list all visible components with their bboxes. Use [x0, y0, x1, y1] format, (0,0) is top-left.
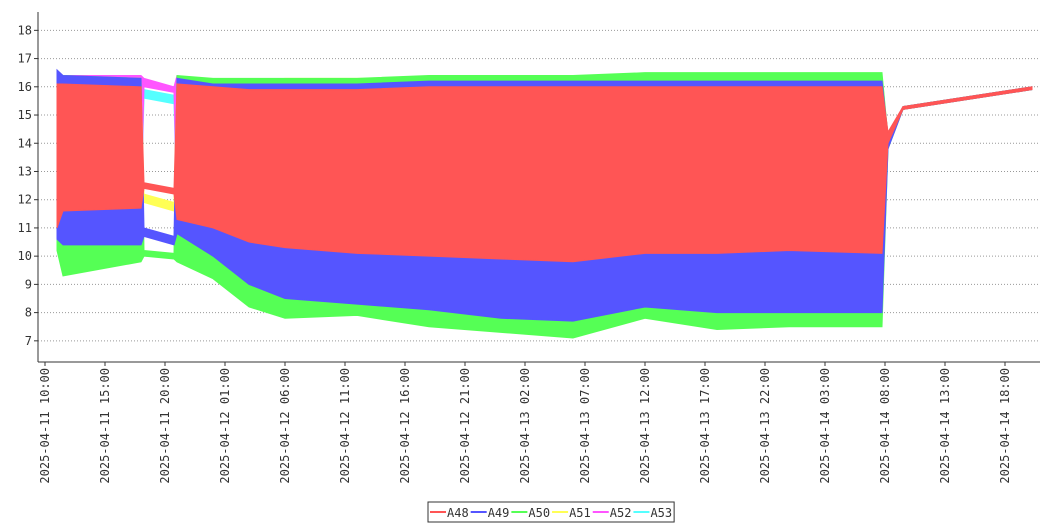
x-tick-label: 2025-04-12 21:00 — [458, 368, 472, 484]
x-tick-label: 2025-04-12 16:00 — [398, 368, 412, 484]
y-tick-label: 11 — [18, 221, 32, 235]
y-tick-label: 17 — [18, 52, 32, 66]
legend-label: A51 — [569, 506, 591, 520]
x-tick-label: 2025-04-12 01:00 — [218, 368, 232, 484]
y-tick-label: 7 — [25, 334, 32, 348]
series-band — [56, 83, 1033, 263]
y-tick-label: 18 — [18, 23, 32, 37]
y-tick-label: 16 — [18, 80, 32, 94]
legend: A48 A49 A50 A51 A52 A53 — [427, 501, 675, 523]
x-tick-label: 2025-04-13 07:00 — [578, 368, 592, 484]
legend-label: A52 — [610, 506, 632, 520]
y-tick-label: 12 — [18, 193, 32, 207]
legend-label: A49 — [488, 506, 510, 520]
y-tick-label: 9 — [25, 277, 32, 291]
y-tick-label: 8 — [25, 306, 32, 320]
legend-label: A50 — [528, 506, 550, 520]
x-tick-label: 2025-04-13 12:00 — [638, 368, 652, 484]
legend-label: A53 — [650, 506, 672, 520]
y-tick-label: 14 — [18, 136, 32, 150]
legend-label: A48 — [447, 506, 469, 520]
x-tick-label: 2025-04-14 18:00 — [998, 368, 1012, 484]
x-tick-label: 2025-04-14 13:00 — [938, 368, 952, 484]
x-tick-label: 2025-04-13 17:00 — [698, 368, 712, 484]
x-tick-label: 2025-04-14 08:00 — [878, 368, 892, 484]
x-tick-label: 2025-04-12 11:00 — [338, 368, 352, 484]
legend-box — [427, 501, 675, 523]
x-tick-label: 2025-04-11 20:00 — [158, 368, 172, 484]
y-tick-label: 13 — [18, 164, 32, 178]
y-tick-label: 10 — [18, 249, 32, 263]
x-tick-label: 2025-04-13 02:00 — [518, 368, 532, 484]
y-tick-label: 15 — [18, 108, 32, 122]
x-tick-label: 2025-04-11 15:00 — [98, 368, 112, 484]
x-tick-label: 2025-04-12 06:00 — [278, 368, 292, 484]
x-tick-label: 2025-04-11 10:00 — [38, 368, 52, 484]
x-tick-label: 2025-04-13 22:00 — [758, 368, 772, 484]
x-tick-label: 2025-04-14 03:00 — [818, 368, 832, 484]
